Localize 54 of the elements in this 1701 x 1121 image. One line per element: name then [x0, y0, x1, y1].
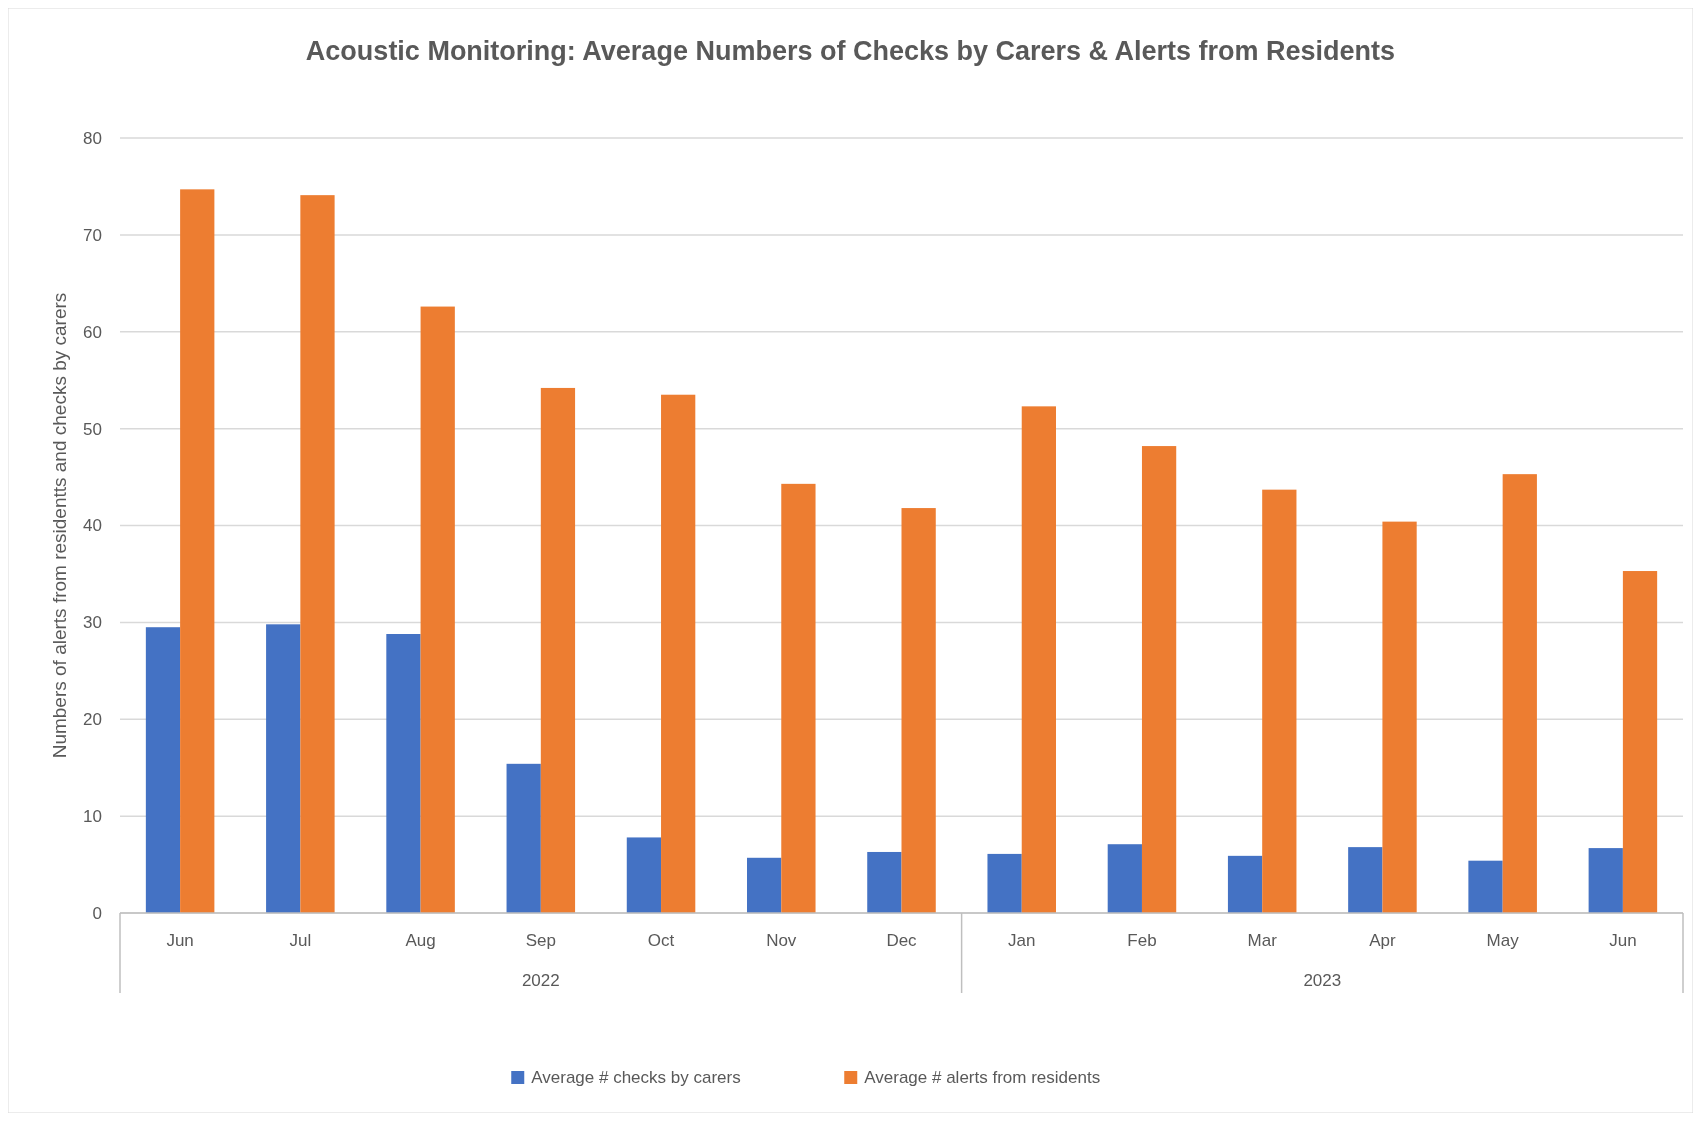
legend-label: Average # alerts from residents: [864, 1068, 1101, 1087]
y-tick-label: 0: [92, 903, 102, 923]
x-tick-label: Jul: [289, 931, 312, 950]
bar: [626, 837, 662, 913]
bar: [300, 195, 335, 913]
text: 2023: [1303, 971, 1342, 990]
bar: [661, 394, 696, 913]
y-tick-label: 30: [83, 613, 102, 633]
bar: [1468, 860, 1503, 913]
bar: [1622, 571, 1658, 913]
x-tick-label: Mar: [1247, 931, 1278, 950]
x-tick-label: Aug: [405, 931, 436, 950]
y-axis-title: Numbers of alerts from residentts and checks by carers: [49, 292, 70, 759]
bar: [180, 189, 215, 913]
x-tick-label: Apr: [1369, 931, 1396, 950]
x-tick-label: May: [1486, 931, 1520, 950]
bar: [386, 634, 421, 913]
bar: [420, 306, 455, 913]
y-tick-label: 10: [83, 807, 102, 827]
bar: [145, 627, 181, 913]
x-tick-label: Jun: [166, 931, 194, 950]
y-tick-label: 20: [83, 710, 102, 730]
y-tick-label: 80: [83, 128, 102, 148]
bar: [1227, 855, 1263, 913]
bar: [1021, 406, 1056, 913]
x-tick-label: Nov: [766, 931, 797, 950]
x-tick-label: Feb: [1127, 931, 1157, 950]
bar: [1502, 474, 1537, 913]
y-tick-label: 70: [83, 225, 102, 245]
text: 2022: [521, 971, 560, 990]
bar: [1588, 848, 1623, 913]
x-tick-label: Jun: [1609, 931, 1637, 950]
y-tick-label: 40: [83, 516, 102, 536]
x-tick-label: Sep: [525, 931, 556, 950]
y-tick-label: 60: [83, 322, 102, 342]
x-tick-label: Oct: [647, 931, 675, 950]
bar: [266, 624, 301, 913]
bar: [1141, 446, 1177, 913]
legend-label: Average # checks by carers: [531, 1068, 741, 1087]
bar: [867, 851, 902, 913]
y-tick-label: 50: [83, 419, 102, 439]
bar: [540, 387, 576, 913]
bar: [781, 483, 816, 913]
bar: [901, 508, 936, 913]
bar: [1348, 847, 1383, 913]
bar: [1262, 489, 1297, 913]
bar: [747, 857, 782, 913]
chart-title: Acoustic Monitoring: Average Numbers of Checks by Carers & Alerts from Residents: [305, 36, 1396, 66]
x-tick-label: Jan: [1008, 931, 1036, 950]
bar: [1107, 844, 1142, 913]
bar: [987, 853, 1022, 913]
bar: [506, 763, 541, 913]
x-tick-label: Dec: [886, 931, 918, 950]
bar: [1382, 521, 1417, 913]
